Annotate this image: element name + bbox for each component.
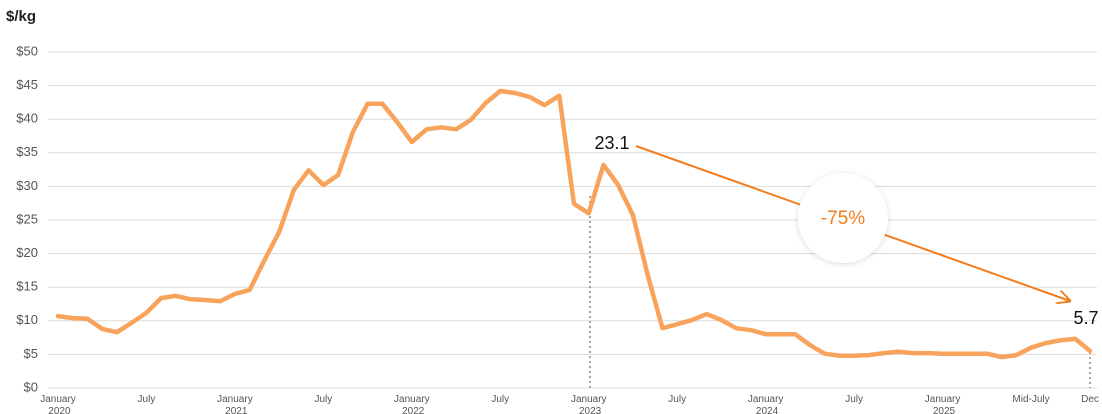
x-tick-label: Dec [1081, 394, 1099, 405]
y-axis-title: $/kg [6, 8, 36, 25]
y-tick-label: $25 [16, 211, 38, 226]
x-tick-label: January 2024 [748, 394, 784, 414]
x-tick-label: January 2021 [217, 394, 253, 414]
data-line [55, 88, 1093, 360]
x-tick-label: July [138, 394, 156, 405]
y-tick-label: $15 [16, 279, 38, 294]
x-tick-label: July [491, 394, 509, 405]
x-tick-label: January 2025 [925, 394, 961, 414]
y-tick-label: $50 [16, 43, 38, 58]
y-tick-label: $40 [16, 111, 38, 126]
y-tick-label: $20 [16, 245, 38, 260]
annotation: 5.7 [1073, 308, 1098, 328]
x-tick-label: July [668, 394, 686, 405]
plot [55, 88, 1093, 360]
change-label: -75% [821, 208, 865, 229]
callout-circle [798, 173, 888, 263]
x-tick-label: Mid-July [1012, 394, 1049, 405]
y-tick-label: $45 [16, 77, 38, 92]
y-tick-label: $5 [24, 346, 38, 361]
y-tick-label: $10 [16, 312, 38, 327]
x-tick-label: January 2020 [40, 394, 76, 414]
x-tick-label: July [314, 394, 332, 405]
annotation: 23.1 [594, 133, 629, 153]
x-tick-label: January 2023 [571, 394, 607, 414]
y-tick-label: $30 [16, 178, 38, 193]
y-tick-label: $35 [16, 144, 38, 159]
y-tick-label: $0 [24, 379, 38, 394]
x-tick-label: January 2022 [394, 394, 430, 414]
x-tick-label: July [845, 394, 863, 405]
